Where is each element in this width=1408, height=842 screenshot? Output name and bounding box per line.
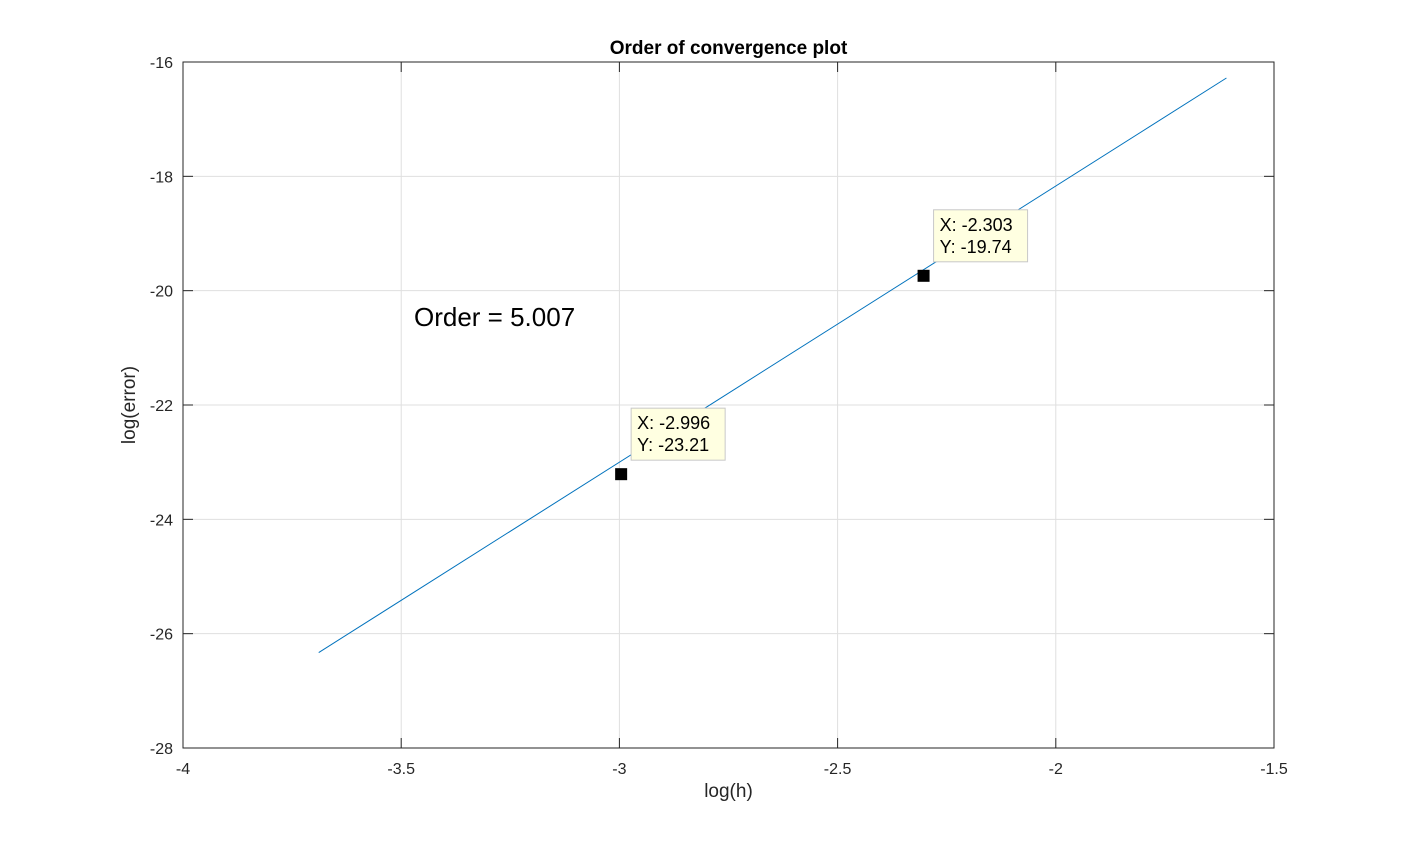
chart-title: Order of convergence plot xyxy=(610,38,848,59)
y-tick-label: -26 xyxy=(150,627,173,644)
y-tick-label: -20 xyxy=(150,284,173,301)
y-axis-label: log(error) xyxy=(119,366,140,444)
x-axis-label: log(h) xyxy=(704,781,753,802)
y-tick-label: -24 xyxy=(150,512,173,529)
datatip-box xyxy=(933,209,1029,263)
y-tick-label: -22 xyxy=(150,398,173,415)
series-layer xyxy=(318,77,1227,653)
x-tick-label: -4 xyxy=(176,761,190,778)
datatip-x-text: X: -2.996 xyxy=(637,413,710,433)
datatip-box xyxy=(630,407,726,461)
series-line xyxy=(318,77,1227,653)
datatip-x-text: X: -2.303 xyxy=(940,215,1013,235)
y-tick-label: -28 xyxy=(150,741,173,758)
datatip-marker[interactable] xyxy=(917,269,930,282)
x-tick-label: -3 xyxy=(612,761,626,778)
x-tick-label: -2 xyxy=(1049,761,1063,778)
x-tick-label: -2.5 xyxy=(824,761,852,778)
x-tick-label: -1.5 xyxy=(1260,761,1288,778)
datatip-marker[interactable] xyxy=(615,468,628,481)
datatip-y-text: Y: -23.21 xyxy=(637,435,709,455)
datatip-y-text: Y: -19.74 xyxy=(940,237,1012,257)
x-tick-label: -3.5 xyxy=(387,761,415,778)
order-annotation: Order = 5.007 xyxy=(414,302,575,332)
grid-lines xyxy=(182,61,1275,749)
y-tick-label: -16 xyxy=(150,55,173,72)
y-tick-label: -18 xyxy=(150,169,173,186)
axis-ticks: -4 -3.5 -3 -2.5 -2 -1.5 -28 -26 -24 -22 -20 -18 -16 xyxy=(150,55,1288,778)
